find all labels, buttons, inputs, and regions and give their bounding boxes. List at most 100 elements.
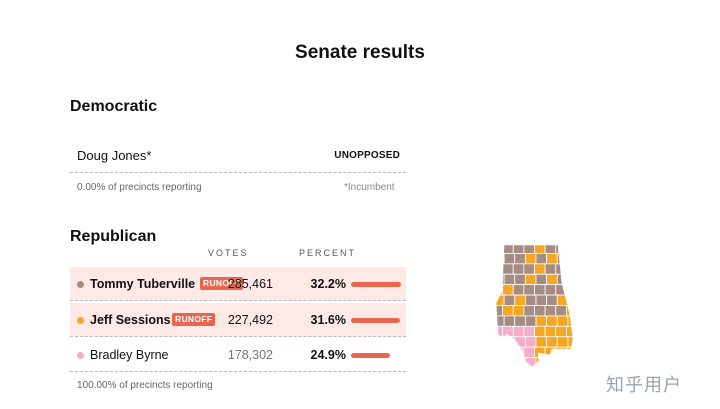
county-cell (514, 273, 526, 286)
county-cell (534, 346, 546, 358)
candidate-row: Tommy Tuberville RUNOFF 285,461 32.2% (70, 267, 406, 301)
county-cell (502, 263, 514, 275)
county-cell (535, 357, 548, 367)
county-cell (523, 325, 535, 338)
candidate-votes: 227,492 (227, 313, 273, 327)
candidate-row: Bradley Byrne 178,302 24.9% (70, 338, 406, 372)
county-cell (524, 315, 537, 327)
county-cell (524, 273, 537, 286)
percent-bar (351, 282, 401, 287)
candidate-color-dot (77, 352, 84, 359)
county-cell (567, 253, 573, 265)
candidate-percent: 31.6% (310, 313, 346, 327)
county-cell (544, 245, 557, 254)
county-cell (496, 263, 504, 275)
county-cell (503, 315, 516, 327)
county-cell (514, 253, 526, 265)
candidate-color-dot (77, 317, 84, 324)
county-cell (535, 315, 548, 327)
county-cell (546, 336, 558, 348)
county-cell (546, 253, 558, 265)
county-cell (555, 305, 567, 317)
candidate-name: Tommy Tuberville (90, 277, 196, 291)
candidate-percent: 32.2% (310, 277, 346, 291)
candidate-votes: 285,461 (227, 277, 273, 291)
county-cell (556, 315, 569, 327)
county-cell (546, 315, 558, 327)
county-cell (535, 294, 548, 306)
county-cell (503, 294, 516, 306)
county-cell (546, 273, 558, 286)
candidate-color-dot (77, 281, 84, 288)
county-cell (512, 284, 525, 296)
runoff-badge: RUNOFF (172, 313, 216, 326)
candidate-name: Bradley Byrne (90, 348, 169, 362)
county-cell (535, 336, 548, 348)
candidate-votes: 178,302 (227, 348, 273, 362)
county-cell (502, 284, 514, 296)
county-cell (565, 245, 573, 254)
county-cell (524, 336, 537, 348)
county-cell (555, 325, 567, 338)
watermark: 知乎用户 (606, 375, 682, 396)
county-cell (556, 336, 569, 348)
county-cell (544, 263, 557, 275)
candidate-row: Jeff Sessions RUNOFF 227,492 31.6% (70, 303, 406, 337)
county-cell (555, 245, 567, 254)
county-cell (544, 305, 557, 317)
county-cell (544, 325, 557, 338)
county-cell (556, 357, 569, 367)
county-cell (514, 294, 526, 306)
county-cell (567, 357, 573, 367)
county-cell (502, 305, 514, 317)
county-cell (567, 315, 573, 327)
alabama-county-map-icon (495, 244, 574, 368)
county-cell (496, 357, 505, 367)
county-cell (496, 336, 505, 348)
county-cell (496, 346, 504, 358)
county-cell (523, 284, 535, 296)
county-cell (496, 315, 505, 327)
county-cell (567, 294, 573, 306)
county-cell (534, 284, 546, 296)
democratic-precincts: 0.00% of precincts reporting (77, 182, 202, 193)
county-cell (534, 245, 546, 254)
county-cell (567, 273, 573, 286)
county-cell (496, 253, 505, 265)
county-cell (534, 305, 546, 317)
candidate-percent: 24.9% (310, 348, 346, 362)
county-cell (512, 263, 525, 275)
county-cell (534, 263, 546, 275)
county-cell (523, 346, 535, 358)
percent-bar (351, 318, 400, 323)
democratic-candidate-name: Doug Jones* (77, 148, 152, 163)
county-cell (514, 357, 526, 367)
candidate-name: Jeff Sessions (90, 313, 171, 327)
county-cell (512, 305, 525, 317)
county-cell (535, 253, 548, 265)
incumbent-note: *Incumbent (344, 182, 395, 193)
republican-precincts: 100.00% of precincts reporting (77, 380, 213, 391)
democratic-candidate-row: Doug Jones* UNOPPOSED (70, 140, 406, 173)
county-cell (546, 357, 558, 367)
county-cell (556, 273, 569, 286)
county-cell (523, 263, 535, 275)
county-cell (567, 336, 573, 348)
democratic-heading: Democratic (70, 98, 158, 115)
runoff-badge: RUNOFF (200, 277, 244, 290)
votes-column-header: VOTES (208, 248, 249, 258)
county-cell (496, 245, 504, 254)
county-cell (534, 325, 546, 338)
county-cell (523, 305, 535, 317)
republican-heading: Republican (70, 228, 157, 245)
county-cell (546, 294, 558, 306)
county-cell (502, 245, 514, 254)
county-cell (496, 294, 505, 306)
percent-bar (351, 353, 390, 358)
page-title: Senate results (295, 42, 425, 63)
county-cell (565, 284, 573, 296)
county-cell (503, 357, 516, 367)
county-cell (535, 273, 548, 286)
county-cell (512, 245, 525, 254)
county-cell (524, 294, 537, 306)
